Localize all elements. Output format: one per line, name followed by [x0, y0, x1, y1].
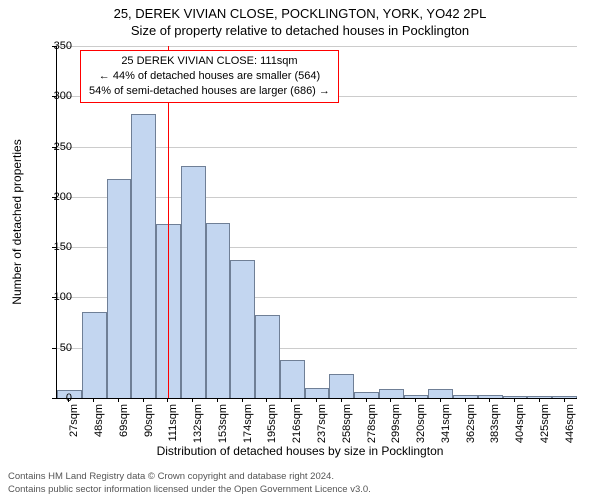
histogram-bar	[280, 360, 305, 398]
histogram-bar	[428, 389, 453, 398]
histogram-bar	[305, 388, 330, 398]
x-tick-label: 404sqm	[514, 404, 526, 454]
y-tick-mark	[52, 297, 56, 298]
callout-line2: ← 44% of detached houses are smaller (56…	[89, 69, 330, 84]
x-tick-label: 362sqm	[465, 404, 477, 454]
x-tick-label: 132sqm	[192, 404, 204, 454]
y-tick-mark	[52, 147, 56, 148]
x-tick-mark	[440, 398, 441, 402]
histogram-bar	[552, 396, 577, 398]
x-tick-mark	[266, 398, 267, 402]
x-tick-label: 195sqm	[266, 404, 278, 454]
x-tick-label: 258sqm	[341, 404, 353, 454]
x-tick-mark	[118, 398, 119, 402]
x-tick-mark	[539, 398, 540, 402]
x-tick-label: 69sqm	[118, 404, 130, 454]
histogram-bar	[329, 374, 354, 398]
grid-line	[57, 46, 577, 47]
histogram-bar	[230, 260, 255, 398]
x-tick-label: 48sqm	[93, 404, 105, 454]
histogram-bar	[107, 179, 132, 398]
callout-line1: 25 DEREK VIVIAN CLOSE: 111sqm	[89, 54, 330, 69]
x-tick-label: 90sqm	[143, 404, 155, 454]
x-tick-mark	[192, 398, 193, 402]
x-tick-label: 237sqm	[316, 404, 328, 454]
histogram-bar	[379, 389, 404, 398]
histogram-bar	[255, 315, 280, 398]
x-tick-mark	[564, 398, 565, 402]
histogram-bar	[354, 392, 379, 398]
y-tick-mark	[52, 197, 56, 198]
x-tick-mark	[415, 398, 416, 402]
histogram-bar	[131, 114, 156, 398]
x-tick-mark	[167, 398, 168, 402]
x-tick-label: 278sqm	[366, 404, 378, 454]
chart-title-address: 25, DEREK VIVIAN CLOSE, POCKLINGTON, YOR…	[0, 0, 600, 21]
x-tick-mark	[341, 398, 342, 402]
x-tick-label: 299sqm	[390, 404, 402, 454]
footer-line1: Contains HM Land Registry data © Crown c…	[8, 471, 371, 483]
x-tick-mark	[242, 398, 243, 402]
x-tick-label: 174sqm	[242, 404, 254, 454]
y-tick-mark	[52, 398, 56, 399]
y-axis-label: Number of detached properties	[10, 139, 24, 304]
y-tick-mark	[52, 96, 56, 97]
y-tick-mark	[52, 247, 56, 248]
histogram-bar	[181, 166, 206, 398]
x-tick-label: 446sqm	[564, 404, 576, 454]
x-tick-label: 153sqm	[217, 404, 229, 454]
x-tick-mark	[93, 398, 94, 402]
x-tick-mark	[217, 398, 218, 402]
footer-line2: Contains public sector information licen…	[8, 484, 371, 496]
y-tick-mark	[52, 348, 56, 349]
chart-subtitle: Size of property relative to detached ho…	[0, 21, 600, 38]
histogram-bar	[453, 395, 478, 398]
callout-line3: 54% of semi-detached houses are larger (…	[89, 84, 330, 99]
x-tick-mark	[465, 398, 466, 402]
x-tick-label: 111sqm	[167, 404, 179, 454]
x-tick-mark	[316, 398, 317, 402]
x-tick-label: 320sqm	[415, 404, 427, 454]
x-tick-label: 27sqm	[68, 404, 80, 454]
x-tick-label: 341sqm	[440, 404, 452, 454]
x-tick-label: 383sqm	[489, 404, 501, 454]
y-tick-mark	[52, 46, 56, 47]
histogram-bar	[82, 312, 107, 398]
x-tick-mark	[143, 398, 144, 402]
x-tick-mark	[514, 398, 515, 402]
x-tick-label: 216sqm	[291, 404, 303, 454]
chart-container: 25, DEREK VIVIAN CLOSE, POCKLINGTON, YOR…	[0, 0, 600, 500]
histogram-bar	[206, 223, 231, 398]
x-tick-mark	[366, 398, 367, 402]
x-tick-mark	[68, 398, 69, 402]
histogram-bar	[527, 396, 552, 398]
property-callout: 25 DEREK VIVIAN CLOSE: 111sqm ← 44% of d…	[80, 50, 339, 103]
x-tick-label: 425sqm	[539, 404, 551, 454]
footer-attribution: Contains HM Land Registry data © Crown c…	[8, 471, 371, 496]
x-tick-mark	[390, 398, 391, 402]
x-tick-mark	[291, 398, 292, 402]
x-tick-mark	[489, 398, 490, 402]
